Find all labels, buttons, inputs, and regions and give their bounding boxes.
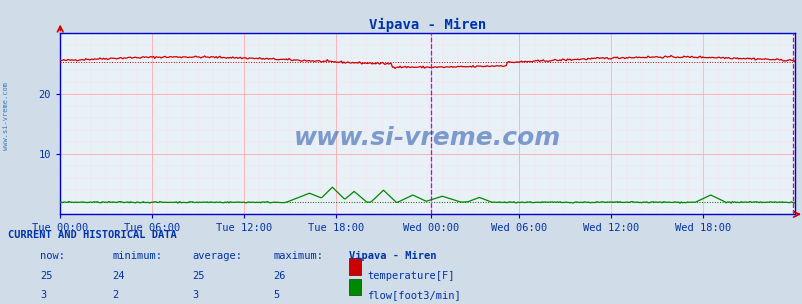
Text: flow[foot3/min]: flow[foot3/min]	[367, 290, 460, 300]
Text: 25: 25	[40, 271, 53, 281]
Text: Vipava - Miren: Vipava - Miren	[349, 251, 436, 261]
Text: 2: 2	[112, 290, 119, 300]
Text: CURRENT AND HISTORICAL DATA: CURRENT AND HISTORICAL DATA	[8, 230, 176, 240]
Text: average:: average:	[192, 251, 242, 261]
Text: now:: now:	[40, 251, 65, 261]
Text: www.si-vreme.com: www.si-vreme.com	[294, 126, 561, 150]
Text: 3: 3	[40, 290, 47, 300]
Text: 24: 24	[112, 271, 125, 281]
Text: minimum:: minimum:	[112, 251, 162, 261]
Text: 3: 3	[192, 290, 199, 300]
Text: temperature[F]: temperature[F]	[367, 271, 454, 281]
Text: www.si-vreme.com: www.si-vreme.com	[3, 81, 10, 150]
Text: 25: 25	[192, 271, 205, 281]
Text: maximum:: maximum:	[273, 251, 322, 261]
Title: Vipava - Miren: Vipava - Miren	[368, 18, 486, 32]
Text: 5: 5	[273, 290, 279, 300]
Text: 26: 26	[273, 271, 286, 281]
